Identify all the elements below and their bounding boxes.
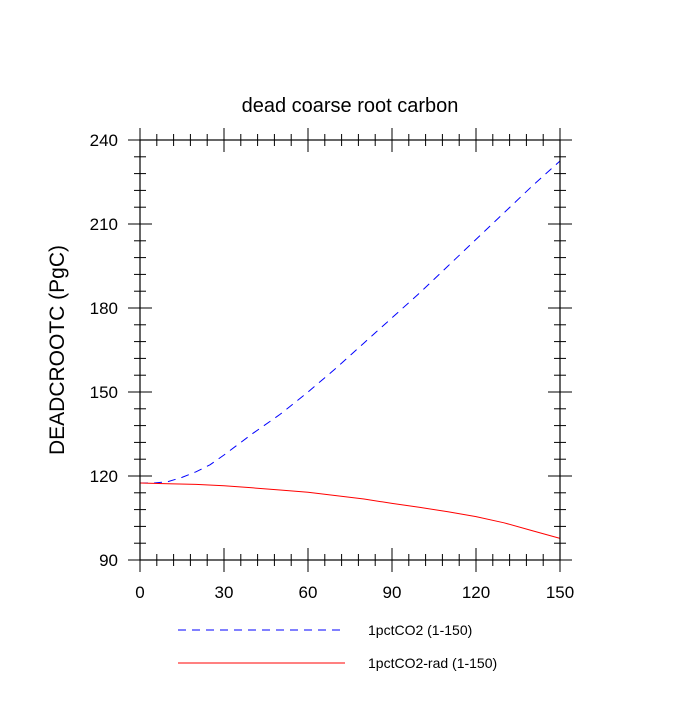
y-tick-label: 210 bbox=[90, 215, 118, 234]
x-tick-label: 30 bbox=[215, 583, 234, 602]
y-tick-labels: 90 120 150 180 210 240 bbox=[90, 131, 118, 570]
series-line-2 bbox=[139, 482, 561, 539]
axis-ticks bbox=[128, 128, 572, 572]
chart-title: dead coarse root carbon bbox=[242, 95, 459, 117]
y-axis-label: DEADCROOTC (PgC) bbox=[46, 245, 69, 455]
y-tick-label: 90 bbox=[99, 551, 118, 570]
series-lines bbox=[139, 160, 561, 539]
x-tick-label: 90 bbox=[383, 583, 402, 602]
legend-label-1: 1pctCO2 (1-150) bbox=[368, 622, 472, 638]
x-tick-label: 120 bbox=[462, 583, 490, 602]
plot-frame bbox=[139, 139, 561, 561]
legend: 1pctCO2 (1-150) 1pctCO2-rad (1-150) bbox=[178, 622, 497, 671]
x-tick-labels: 0 30 60 90 120 150 bbox=[135, 583, 574, 602]
y-tick-label: 150 bbox=[90, 383, 118, 402]
y-tick-label: 180 bbox=[90, 299, 118, 318]
series-line-1 bbox=[140, 160, 561, 484]
y-tick-label: 120 bbox=[90, 467, 118, 486]
y-tick-label: 240 bbox=[90, 131, 118, 150]
x-tick-label: 150 bbox=[546, 583, 574, 602]
legend-label-2: 1pctCO2-rad (1-150) bbox=[368, 655, 497, 671]
x-tick-label: 0 bbox=[135, 583, 144, 602]
x-tick-label: 60 bbox=[299, 583, 318, 602]
